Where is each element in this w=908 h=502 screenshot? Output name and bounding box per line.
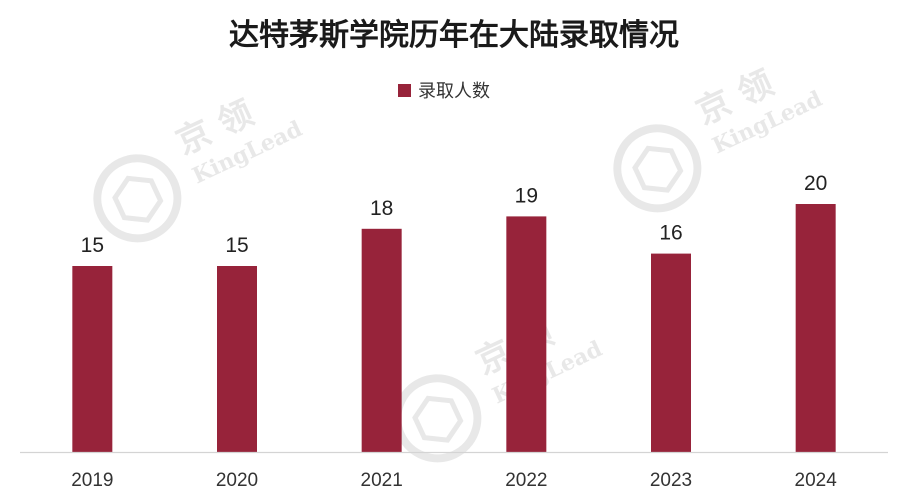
bar-2023 — [651, 253, 691, 452]
x-tick-label-2019: 2019 — [71, 470, 113, 491]
x-tick-label-2023: 2023 — [650, 470, 692, 491]
data-label-2019: 15 — [81, 234, 104, 257]
bar-2022 — [506, 216, 547, 452]
watermark-cube-icon — [632, 145, 684, 193]
legend-label: 录取人数 — [418, 81, 490, 102]
watermark-cube-icon — [412, 395, 464, 443]
plot-area: 15 2019 15 2020 18 2021 19 2022 16 2023 20 2024 — [20, 172, 888, 491]
legend-swatch — [398, 84, 411, 97]
data-label-2022: 19 — [515, 184, 538, 207]
x-tick-label-2021: 2021 — [361, 470, 403, 491]
x-tick-label-2022: 2022 — [505, 470, 547, 491]
bar-2019 — [72, 266, 113, 452]
chart-title: 达特茅斯学院历年在大陆录取情况 — [229, 18, 679, 53]
data-label-2023: 16 — [659, 222, 682, 245]
x-tick-label-2020: 2020 — [216, 470, 258, 491]
bar-2024 — [795, 204, 836, 452]
data-label-2020: 15 — [225, 234, 248, 257]
data-label-2021: 18 — [370, 197, 393, 220]
bar-2021 — [361, 228, 402, 452]
data-label-2024: 20 — [804, 172, 827, 195]
watermark-ring — [613, 124, 702, 213]
bar-2020 — [217, 266, 257, 452]
watermark-cube-icon — [112, 175, 164, 223]
watermark-ring — [93, 154, 182, 243]
x-tick-label-2024: 2024 — [795, 470, 838, 491]
legend: 录取人数 — [398, 81, 490, 102]
